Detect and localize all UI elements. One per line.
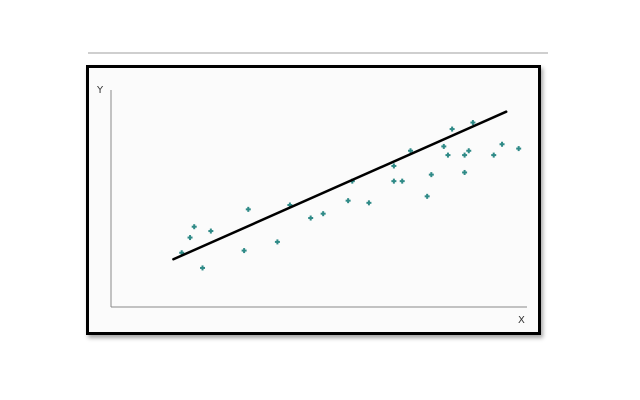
data-points (179, 120, 522, 271)
data-point (449, 126, 455, 132)
x-axis-label: X (518, 315, 525, 326)
data-point (441, 143, 447, 149)
data-point (491, 152, 497, 158)
data-point (200, 265, 206, 271)
data-point (470, 120, 476, 126)
data-point (308, 215, 314, 221)
data-point (516, 146, 522, 152)
data-point (366, 200, 372, 206)
data-point (466, 148, 472, 154)
data-point (241, 248, 247, 254)
data-point (424, 193, 430, 199)
data-point (391, 178, 397, 184)
data-point (408, 148, 414, 154)
data-point (391, 163, 397, 169)
trend-line (172, 110, 508, 261)
data-point (191, 224, 197, 230)
data-point (345, 198, 351, 204)
data-point (428, 172, 434, 178)
y-axis-label: Y (96, 85, 104, 96)
top-divider (88, 52, 548, 54)
data-point (445, 152, 451, 158)
data-point (245, 206, 251, 212)
data-point (399, 178, 405, 184)
data-point (462, 152, 468, 158)
data-point (179, 250, 185, 256)
data-point (287, 202, 293, 208)
data-point (208, 228, 214, 234)
chart-frame: Y X (86, 65, 541, 335)
data-point (320, 211, 326, 217)
data-point (462, 169, 468, 175)
data-point (187, 235, 193, 241)
data-point (274, 239, 280, 245)
data-point (499, 141, 505, 147)
scatter-chart: Y X (96, 85, 527, 326)
